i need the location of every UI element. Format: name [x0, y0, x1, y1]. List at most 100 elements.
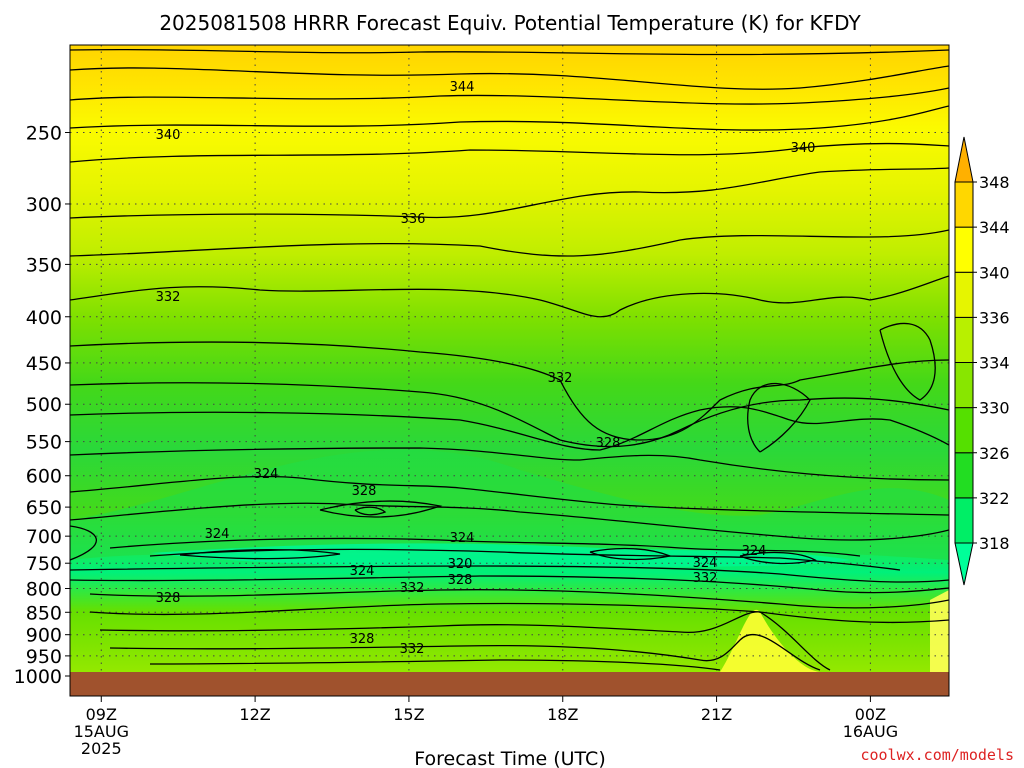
- contour-line: [354, 506, 387, 516]
- contour-line: [99, 611, 831, 671]
- y-tick-label: 600: [26, 466, 62, 488]
- contour-line: [70, 575, 949, 594]
- contour-label: 320: [448, 557, 473, 572]
- y-tick-label: 550: [26, 432, 62, 454]
- colorbar-label: 318: [979, 534, 1010, 553]
- contour-line: [109, 537, 861, 557]
- contour-label: 336: [401, 212, 426, 227]
- contour-line: [149, 659, 721, 671]
- contour-line: [739, 551, 817, 565]
- contour-label: 324: [350, 564, 375, 579]
- warm-surface-shading: [720, 609, 820, 672]
- colorbar-bin: [954, 181, 974, 228]
- credit-text: coolwx.com/models: [860, 746, 1014, 764]
- colorbar-bin: [954, 407, 974, 454]
- y-tick-label: 300: [26, 194, 62, 216]
- y-tick-label: 700: [26, 526, 62, 548]
- contour-label: 324: [450, 531, 475, 546]
- y-tick-label: 250: [26, 122, 62, 144]
- contour-label: 328: [596, 436, 621, 451]
- contour-line: [70, 382, 949, 448]
- contour-label: 332: [693, 571, 718, 586]
- warm-surface-shading-east: [930, 590, 949, 672]
- colorbar-label: 322: [979, 489, 1010, 508]
- contour-line: [89, 602, 949, 624]
- contour-label: 328: [448, 573, 473, 588]
- colorbar-overflow-arrow: [954, 136, 974, 183]
- contour-line: [70, 105, 949, 131]
- contour-lines: [70, 48, 949, 671]
- contour-label: 340: [156, 128, 181, 143]
- contour-line: [70, 406, 949, 451]
- x-tick-label: 18Z: [547, 705, 578, 724]
- contour-line: [70, 65, 949, 90]
- x-tick-sublabel: 16AUG: [843, 722, 898, 741]
- colorbar-bin: [954, 271, 974, 318]
- contour-line: [70, 142, 949, 163]
- colorbar-bin: [954, 226, 974, 273]
- contour-label: 332: [400, 581, 425, 596]
- surface-band: [70, 672, 949, 696]
- x-axis-label: Forecast Time (UTC): [414, 748, 605, 768]
- colorbar-underflow-arrow: [954, 542, 974, 586]
- y-tick-label: 400: [26, 307, 62, 329]
- contour-label: 344: [450, 80, 475, 95]
- contour-line: [70, 447, 949, 481]
- contour-line: [70, 475, 949, 516]
- x-tick-label: 21Z: [701, 705, 732, 724]
- colorbar-label: 334: [979, 354, 1010, 373]
- contour-line: [109, 633, 821, 671]
- contour-label: 328: [352, 484, 377, 499]
- contour-line: [589, 547, 673, 561]
- contour-label: 332: [548, 371, 573, 386]
- contour-line: [70, 341, 949, 441]
- y-tick-label: 950: [26, 646, 62, 668]
- y-tick-label: 500: [26, 394, 62, 416]
- colorbar-label: 336: [979, 308, 1010, 327]
- x-tick-sublabel: 2025: [81, 739, 122, 758]
- contour-label: 324: [254, 467, 279, 482]
- y-tick-label: 900: [26, 625, 62, 647]
- contour-label: 332: [400, 642, 425, 657]
- contour-line: [70, 87, 949, 105]
- contour-label: 324: [205, 527, 230, 542]
- contour-label: 328: [156, 591, 181, 606]
- colorbar-bin: [954, 316, 974, 363]
- colorbar-label: 348: [979, 173, 1010, 192]
- colorbar-label: 344: [979, 218, 1010, 237]
- colorbar-label: 326: [979, 444, 1010, 463]
- x-tick-sublabel: 15AUG: [74, 722, 129, 741]
- contour-line: [319, 500, 443, 518]
- contour-line: [70, 275, 949, 318]
- y-tick-label: 650: [26, 497, 62, 519]
- plot-frame: [69, 44, 950, 697]
- x-tick-label: 09Z: [86, 705, 117, 724]
- colorbar-bin: [954, 452, 974, 499]
- contour-line: [179, 548, 341, 560]
- colorbar-label: 340: [979, 263, 1010, 282]
- contour-label: 324: [693, 556, 718, 571]
- colorbar: 318 322 326 330 334 336 340 344 348: [954, 136, 1010, 586]
- contour-label: 324: [742, 544, 767, 559]
- y-tick-label: 750: [26, 553, 62, 575]
- chart-title: 2025081508 HRRR Forecast Equiv. Potentia…: [159, 11, 861, 35]
- y-tick-label: 850: [26, 602, 62, 624]
- contour-line: [879, 322, 936, 401]
- x-tick-label: 15Z: [393, 705, 424, 724]
- contour-line: [70, 525, 97, 561]
- y-tick-label: 350: [26, 254, 62, 276]
- contour-label: 332: [156, 290, 181, 305]
- y-axis: 2503003504004505005506006507007508008509…: [14, 122, 70, 688]
- contour-line: [70, 565, 949, 583]
- contour-line: [70, 229, 949, 257]
- colorbar-label: 330: [979, 399, 1010, 418]
- colorbar-bin: [954, 497, 974, 544]
- theta-e-field: [70, 45, 949, 696]
- contour-line: [70, 167, 949, 219]
- x-tick-label: 12Z: [239, 705, 270, 724]
- gridlines: [70, 45, 949, 672]
- y-tick-label: 450: [26, 353, 62, 375]
